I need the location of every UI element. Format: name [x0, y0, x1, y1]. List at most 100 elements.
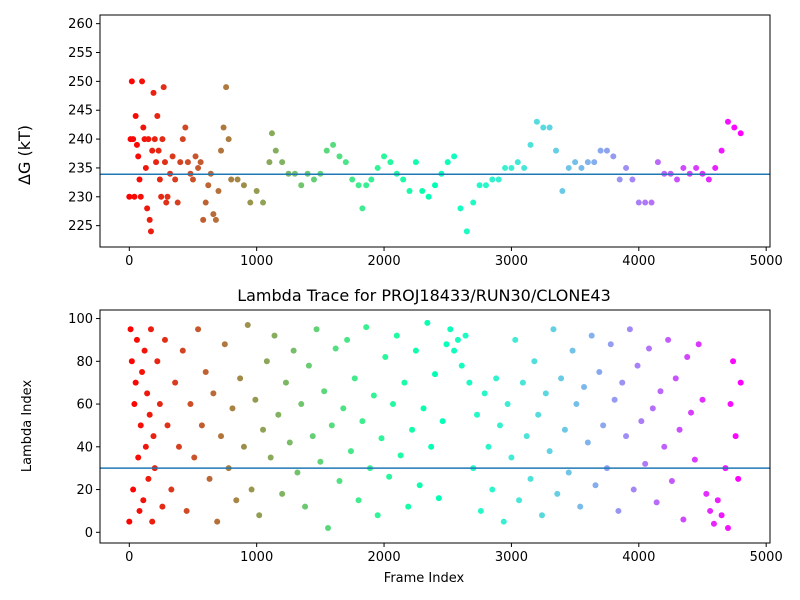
top-points	[126, 78, 744, 235]
top-data-point	[154, 113, 161, 119]
top-data-point	[131, 193, 138, 200]
top-data-point	[680, 164, 687, 171]
top-data-point	[150, 89, 157, 96]
top-data-point	[693, 164, 700, 171]
bottom-data-point	[389, 401, 396, 408]
bottom-data-point	[584, 439, 591, 446]
bottom-data-point	[156, 401, 163, 408]
top-data-point	[546, 124, 553, 131]
bottom-data-point	[159, 503, 166, 510]
bottom-data-point	[363, 324, 370, 331]
bottom-data-point	[592, 482, 599, 489]
top-data-point	[153, 159, 160, 166]
top-x-tick-label: 5000	[750, 254, 783, 269]
bottom-data-point	[649, 405, 656, 412]
bottom-data-point	[504, 401, 511, 408]
top-data-point	[268, 130, 275, 137]
bottom-data-point	[325, 525, 331, 532]
bottom-data-point	[561, 426, 568, 433]
bottom-y-tick-label: 80	[76, 355, 93, 370]
top-data-point	[197, 159, 204, 166]
bottom-data-point	[466, 379, 473, 386]
bottom-data-point	[596, 368, 603, 375]
top-ticks: 0 1000 2000 3000 4000 5000 225 230 235 240 245 250 2…	[68, 17, 783, 269]
bottom-data-point	[657, 388, 664, 395]
top-data-point	[489, 176, 496, 183]
top-data-point	[540, 124, 547, 131]
bottom-data-point	[267, 454, 274, 461]
top-data-point	[163, 199, 170, 206]
top-y-tick-label: 230	[68, 190, 93, 205]
bottom-data-point	[172, 379, 179, 386]
top-data-point	[174, 199, 181, 206]
top-data-point	[533, 118, 540, 125]
top-data-point	[189, 176, 196, 183]
top-data-point	[137, 193, 144, 200]
bottom-data-point	[401, 379, 408, 386]
bottom-data-point	[420, 405, 427, 412]
bottom-data-point	[179, 347, 186, 354]
top-data-point	[731, 124, 738, 131]
bottom-x-tick-label: 0	[125, 550, 133, 565]
bottom-data-point	[665, 336, 672, 343]
bottom-data-point	[313, 326, 320, 333]
bottom-x-tick-label: 4000	[622, 550, 655, 565]
bottom-data-point	[229, 405, 236, 412]
top-data-point	[502, 164, 509, 171]
bottom-data-point	[724, 525, 731, 532]
bottom-data-point	[531, 358, 538, 365]
top-y-tick-label: 245	[68, 104, 93, 119]
top-data-point	[218, 147, 225, 154]
top-data-point	[482, 182, 489, 189]
top-data-point	[374, 164, 381, 171]
top-data-point	[387, 159, 394, 166]
top-data-point	[210, 211, 217, 218]
bottom-data-point	[432, 371, 438, 378]
bottom-data-point	[145, 475, 152, 482]
bottom-data-point	[221, 341, 228, 348]
bottom-data-point	[600, 422, 607, 429]
bottom-chart-title: Lambda Trace for PROJ18433/RUN30/CLONE43	[237, 286, 611, 305]
top-data-point	[161, 159, 168, 166]
bottom-data-point	[183, 507, 190, 514]
bottom-data-point	[137, 422, 144, 429]
bottom-data-point	[374, 512, 381, 519]
bottom-data-point	[355, 497, 362, 504]
top-data-point	[202, 199, 209, 206]
top-data-point	[223, 84, 230, 91]
bottom-data-point	[206, 475, 213, 482]
bottom-data-point	[735, 475, 742, 482]
top-y-tick-label: 235	[68, 161, 93, 176]
top-y-tick-label: 255	[68, 46, 93, 61]
bottom-data-point	[133, 336, 140, 343]
bottom-data-point	[588, 332, 595, 339]
top-data-point	[133, 141, 140, 148]
bottom-x-tick-label: 2000	[368, 550, 401, 565]
top-data-point	[381, 153, 388, 160]
bottom-data-point	[714, 497, 721, 504]
top-data-point	[572, 159, 579, 166]
bottom-data-point	[237, 375, 244, 382]
top-data-point	[151, 136, 158, 143]
bottom-data-point	[653, 499, 660, 506]
top-y-tick-label: 225	[68, 219, 93, 234]
top-data-point	[578, 164, 585, 171]
top-data-point	[597, 147, 604, 154]
top-data-point	[184, 159, 191, 166]
top-data-point	[310, 176, 317, 183]
top-data-point	[139, 78, 146, 85]
bottom-data-point	[569, 347, 576, 354]
bottom-data-point	[481, 390, 488, 397]
bottom-data-point	[680, 516, 687, 523]
top-data-point	[654, 159, 661, 166]
top-data-point	[584, 159, 591, 166]
top-data-point	[514, 159, 521, 166]
top-data-point	[142, 164, 149, 171]
top-data-point	[724, 118, 731, 125]
top-panel: 0 1000 2000 3000 4000 5000 225 230 235 240 245 250 2…	[15, 14, 783, 269]
top-y-label: ΔG (kT)	[15, 125, 34, 185]
bottom-data-point	[135, 454, 142, 461]
bottom-data-point	[516, 497, 523, 504]
bottom-data-point	[164, 422, 171, 429]
top-data-point	[521, 164, 528, 171]
